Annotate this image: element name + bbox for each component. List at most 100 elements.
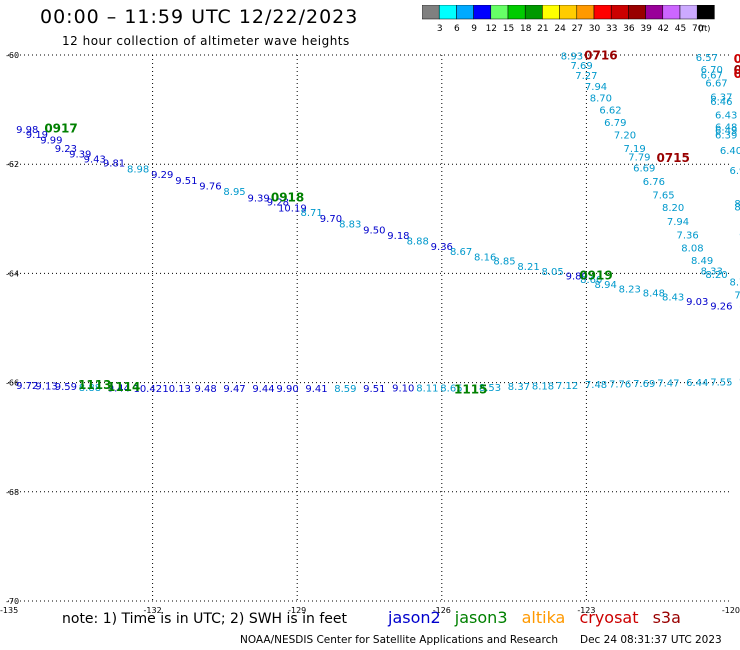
latitude-label: -60 <box>6 51 19 60</box>
wave-height-value: 8.05 <box>542 267 564 278</box>
wave-height-value: 8.08 <box>681 244 703 255</box>
wave-height-value: 7.69 <box>633 379 655 390</box>
wave-height-value: 8.70 <box>590 93 612 104</box>
legend-altika: altika <box>521 608 566 627</box>
color-scale-bar: 3 6 9 12 15 18 21 24 27 30 33 36 39 42 45 70(ft) <box>422 5 715 34</box>
pass-time-label: 0600 <box>734 63 740 77</box>
pass-time-label: 0917 <box>44 122 77 136</box>
wave-height-value: 7.36 <box>676 230 698 241</box>
colorbar-label: 27 <box>572 24 583 34</box>
colorbar-label: 70 <box>692 24 704 34</box>
wave-height-value: 9.72 <box>16 381 38 392</box>
wave-height-value: 9.43 <box>84 155 106 166</box>
graticule <box>8 54 731 602</box>
latitude-label: -68 <box>6 488 19 497</box>
pass-time-label: 1114 <box>107 380 140 394</box>
wave-height-value: 7.27 <box>575 71 597 82</box>
wave-height-value: 8.94 <box>595 280 617 291</box>
credit-text: NOAA/NESDIS Center for Satellite Applica… <box>240 634 558 646</box>
wave-height-value: 9.50 <box>363 226 385 237</box>
pass-time-label: 0715 <box>656 151 689 165</box>
wave-height-value: 6.62 <box>599 105 621 116</box>
wave-height-value: 6.98 <box>730 166 740 177</box>
wave-height-value: 9.44 <box>252 384 274 395</box>
wave-height-value: 7.76 <box>609 380 631 391</box>
wave-height-value: 6.39 <box>715 131 737 142</box>
wave-height-value: 6.67 <box>705 79 727 90</box>
wave-height-value: 8.20 <box>705 270 727 281</box>
wave-height-value: 6.48 <box>715 122 737 133</box>
wave-height-value: 8.23 <box>619 285 641 296</box>
wave-height-value: 7.55 <box>710 377 732 388</box>
longitude-label: -126 <box>433 606 451 615</box>
wave-height-value: 6.46 <box>710 97 732 108</box>
wave-height-value: 7.07 <box>734 291 740 302</box>
wave-height-value: 10.19 <box>278 204 307 215</box>
wave-height-value: 6.40 <box>720 146 740 157</box>
wave-height-value: 7.94 <box>585 82 607 93</box>
wave-height-value: 9.44 <box>108 383 130 394</box>
legend-jason3: jason3 <box>454 608 508 627</box>
wave-height-value: 9.48 <box>194 384 216 395</box>
wave-height-value: 8.93 <box>561 51 583 62</box>
wave-height-value: 6.57 <box>696 53 718 64</box>
colorbar-label: 6 <box>454 24 460 34</box>
wave-height-value: 8.60 <box>580 275 602 286</box>
wave-height-value: 9.23 <box>55 144 77 155</box>
wave-height-value: 6.49 <box>715 126 737 137</box>
wave-height-value: 8.53 <box>479 383 501 394</box>
wave-height-value: 6.70 <box>701 65 723 76</box>
wave-height-value: 9.18 <box>387 231 409 242</box>
wave-height-value: 8.88 <box>407 236 429 247</box>
latitude-label: -66 <box>6 379 19 388</box>
wave-height-value: 8.79 <box>730 277 740 288</box>
wave-height-value: 8.59 <box>334 384 356 395</box>
colorbar-label: 15 <box>503 24 514 34</box>
wave-height-value: 9.19 <box>26 130 48 141</box>
wave-height-value: 6.67 <box>701 70 723 81</box>
wave-height-value: 8.21 <box>517 262 539 273</box>
wave-height-value: 8.33 <box>701 266 723 277</box>
colorbar-label: 36 <box>623 24 635 34</box>
wave-height-value: 9.03 <box>686 297 708 308</box>
colorbar-label: 24 <box>554 24 566 34</box>
wave-height-value: 9.70 <box>320 214 342 225</box>
colorbar-label: 39 <box>640 24 652 34</box>
wave-height-value: 9.28 <box>267 198 289 209</box>
pass-time-label: 0918 <box>271 190 304 204</box>
wave-height-value: 9.29 <box>151 170 173 181</box>
wave-height-value: 8.20 <box>662 203 684 214</box>
wave-height-value: 10.13 <box>162 384 191 395</box>
wave-height-value: 6.37 <box>710 92 732 103</box>
wave-height-value: 9.90 <box>276 384 298 395</box>
wave-height-value: 9.99 <box>40 135 62 146</box>
wave-height-value: 7.47 <box>657 378 679 389</box>
colorbar-label: 18 <box>520 24 532 34</box>
wave-height-value: 9.80 <box>566 271 588 282</box>
wave-height-value: 7.19 <box>623 144 645 155</box>
colorbar-unit: (ft) <box>698 24 710 33</box>
colorbar-label: 12 <box>486 24 497 34</box>
wave-height-value: 9.26 <box>710 301 732 312</box>
colorbar-swatch <box>696 5 715 20</box>
wave-height-value: 8.26 <box>734 203 740 214</box>
wave-height-value: 8.48 <box>643 288 665 299</box>
wave-height-value: 8.49 <box>691 256 713 267</box>
colorbar-label: 3 <box>437 24 443 34</box>
altimeter-tracks: 9.989.199.999.239.399.439.818.98 9.299.51… <box>16 51 740 395</box>
page-subtitle: 12 hour collection of altimeter wave hei… <box>62 34 350 48</box>
wave-height-value: 9.47 <box>223 384 245 395</box>
pass-time-label: 1115 <box>454 383 487 397</box>
legend-s3a: s3a <box>652 608 681 627</box>
longitude-label: -129 <box>288 606 306 615</box>
pass-time-label: 0919 <box>579 268 612 282</box>
colorbar-label: 30 <box>589 24 601 34</box>
wave-height-value: 8.71 <box>301 208 323 219</box>
wave-height-value: 9.59 <box>55 382 77 393</box>
wave-height-value: 9.39 <box>248 193 270 204</box>
longitude-label: -132 <box>144 606 162 615</box>
latitude-label: -62 <box>6 160 19 169</box>
wave-height-value: 7.69 <box>570 61 592 72</box>
wave-height-value: 8.95 <box>223 187 245 198</box>
legend-cryosat: cryosat <box>579 608 639 627</box>
